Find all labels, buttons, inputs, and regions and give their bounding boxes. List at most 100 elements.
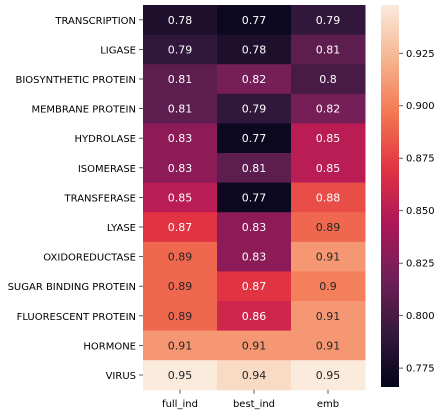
heatmap-cell xyxy=(291,330,366,361)
heatmap-cell xyxy=(143,5,218,36)
column-label: emb xyxy=(317,399,339,410)
row-label: SUGAR BINDING PROTEIN xyxy=(8,282,136,293)
heatmap-cell xyxy=(217,241,292,272)
heatmap-cell xyxy=(291,271,366,302)
cell-value-label: 0.79 xyxy=(242,103,267,116)
cell-value-label: 0.88 xyxy=(316,191,341,204)
heatmap-cell xyxy=(143,153,218,184)
cell-value-label: 0.8 xyxy=(319,73,337,86)
heatmap-cell xyxy=(143,123,218,154)
column-label: best_ind xyxy=(233,399,275,410)
cell-value-label: 0.91 xyxy=(316,251,341,264)
cell-value-label: 0.81 xyxy=(168,73,193,86)
cell-value-label: 0.83 xyxy=(168,162,193,175)
heatmap-cells: 0.78 0.77 0.79 0.79 0.78 0.81 0.81 0.82 0.8 0.81 0… xyxy=(143,5,366,391)
colorbar-tick-label: 0.800 xyxy=(406,311,435,322)
heatmap-cell xyxy=(143,34,218,65)
heatmap-cell xyxy=(291,123,366,154)
row-label: ISOMERASE xyxy=(78,164,136,175)
heatmap-cell xyxy=(291,64,366,95)
cell-value-label: 0.82 xyxy=(242,73,267,86)
colorbar-tick-label: 0.875 xyxy=(406,154,435,165)
heatmap-cell xyxy=(217,212,292,243)
colorbar-tick-label: 0.825 xyxy=(406,259,435,270)
heatmap-cell xyxy=(217,93,292,124)
cell-value-label: 0.94 xyxy=(242,369,267,382)
row-label: HYDROLASE xyxy=(75,134,136,145)
heatmap-cell xyxy=(143,212,218,243)
heatmap-cell xyxy=(217,182,292,213)
colorbar-tick-label: 0.775 xyxy=(406,364,435,375)
cell-value-label: 0.79 xyxy=(316,14,341,27)
cell-value-label: 0.83 xyxy=(242,221,267,234)
heatmap-cell xyxy=(217,64,292,95)
cell-value-label: 0.81 xyxy=(168,103,193,116)
cell-value-label: 0.9 xyxy=(319,280,337,293)
heatmap-cell xyxy=(143,182,218,213)
heatmap-cell xyxy=(217,301,292,332)
heatmap-cell xyxy=(291,301,366,332)
cell-value-label: 0.91 xyxy=(316,339,341,352)
heatmap-cell xyxy=(217,330,292,361)
heatmap-cell xyxy=(217,34,292,65)
row-label: BIOSYNTHETIC PROTEIN xyxy=(16,75,137,86)
cell-value-label: 0.89 xyxy=(168,251,193,264)
heatmap-cell xyxy=(291,153,366,184)
row-label: LIGASE xyxy=(100,45,136,56)
cell-value-label: 0.77 xyxy=(242,14,267,27)
cell-value-label: 0.85 xyxy=(316,132,341,145)
heatmap-cell xyxy=(143,93,218,124)
cell-value-label: 0.85 xyxy=(168,191,193,204)
cell-value-label: 0.87 xyxy=(242,280,267,293)
heatmap-cell xyxy=(291,93,366,124)
row-label: LYASE xyxy=(107,223,136,234)
cell-value-label: 0.95 xyxy=(316,369,341,382)
heatmap-cell xyxy=(143,241,218,272)
column-label: full_ind xyxy=(162,399,198,410)
heatmap-cell xyxy=(143,360,218,391)
cell-value-label: 0.82 xyxy=(316,103,341,116)
heatmap-cell xyxy=(143,301,218,332)
heatmap-cell xyxy=(217,271,292,302)
row-label: OXIDOREDUCTASE xyxy=(43,253,136,264)
colorbar-tick-label: 0.900 xyxy=(406,101,435,112)
heatmap-cell xyxy=(143,64,218,95)
cell-value-label: 0.91 xyxy=(242,339,267,352)
cell-value-label: 0.77 xyxy=(242,132,267,145)
row-label: TRANSFERASE xyxy=(64,193,136,204)
cell-value-label: 0.95 xyxy=(168,369,193,382)
column-labels: full_ind best_ind emb xyxy=(162,389,339,410)
cell-value-label: 0.78 xyxy=(168,14,193,27)
colorbar-tick-label: 0.925 xyxy=(406,49,435,60)
cell-value-label: 0.83 xyxy=(168,132,193,145)
cell-value-label: 0.78 xyxy=(242,43,267,56)
heatmap-cell xyxy=(291,241,366,272)
cell-value-label: 0.77 xyxy=(242,191,267,204)
cell-value-label: 0.87 xyxy=(168,221,193,234)
heatmap-cell xyxy=(217,123,292,154)
cell-value-label: 0.81 xyxy=(316,43,341,56)
heatmap-cell xyxy=(217,153,292,184)
colorbar xyxy=(381,5,399,387)
row-label: HORMONE xyxy=(83,341,136,352)
cell-value-label: 0.81 xyxy=(242,162,267,175)
cell-value-label: 0.91 xyxy=(168,339,193,352)
row-label: VIRUS xyxy=(106,371,136,382)
row-label: MEMBRANE PROTEIN xyxy=(31,105,136,116)
cell-value-label: 0.79 xyxy=(168,43,193,56)
heatmap-cell xyxy=(291,360,366,391)
cell-value-label: 0.89 xyxy=(316,221,341,234)
colorbar-tick-label: 0.850 xyxy=(406,206,435,217)
cell-value-label: 0.86 xyxy=(242,310,267,323)
colorbar-ticks: 0.775 0.800 0.825 0.850 0.875 0.900 0.925 xyxy=(399,49,435,375)
row-labels: TRANSCRIPTION LIGASE BIOSYNTHETIC PROTEIN M… xyxy=(8,16,143,382)
heatmap-cell xyxy=(217,360,292,391)
cell-value-label: 0.85 xyxy=(316,162,341,175)
row-label: FLUORESCENT PROTEIN xyxy=(17,312,136,323)
heatmap-cell xyxy=(291,212,366,243)
heatmap-cell xyxy=(217,5,292,36)
cell-value-label: 0.89 xyxy=(168,280,193,293)
heatmap-cell xyxy=(291,182,366,213)
cell-value-label: 0.83 xyxy=(242,251,267,264)
